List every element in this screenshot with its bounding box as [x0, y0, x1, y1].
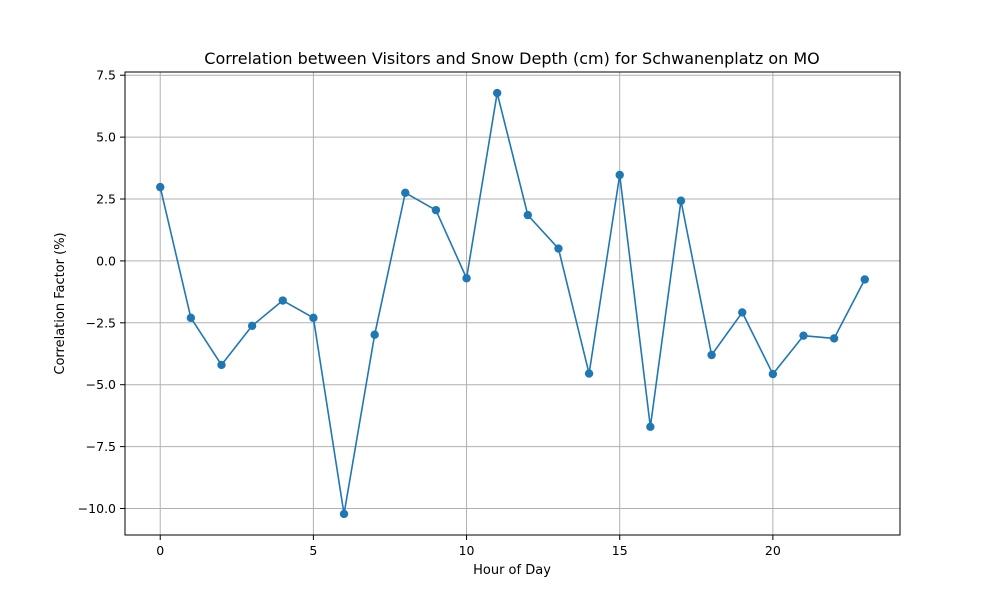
x-axis-label: Hour of Day	[473, 563, 551, 578]
chart-title: Correlation between Visitors and Snow De…	[204, 49, 819, 68]
data-point	[309, 313, 318, 323]
y-axis: −10.0 −7.5 −5.0 −2.5 0.0 2.5 5.0 7.5	[78, 68, 125, 516]
data-point	[401, 188, 410, 198]
x-tick-label: 5	[309, 543, 317, 558]
data-point	[247, 321, 257, 330]
series-line	[159, 92, 866, 515]
x-tick-label: 0	[156, 543, 164, 558]
data-point	[676, 196, 686, 205]
y-tick-label: 0.0	[96, 253, 116, 268]
data-point	[646, 422, 655, 432]
y-tick-label: 7.5	[96, 68, 116, 83]
data-point	[431, 205, 441, 215]
y-tick-label: −2.5	[86, 315, 116, 330]
data-point	[707, 350, 716, 360]
data-point	[738, 308, 747, 317]
data-point	[554, 244, 563, 253]
data-point	[829, 334, 839, 343]
data-point	[768, 369, 778, 379]
data-point	[156, 182, 165, 192]
data-point	[186, 313, 196, 323]
y-tick-label: 5.0	[96, 130, 116, 145]
data-point	[370, 330, 379, 339]
data-point	[584, 369, 594, 378]
data-point	[339, 509, 349, 519]
x-axis: 0 5 10 15 20	[156, 535, 781, 558]
data-point	[278, 296, 287, 305]
y-tick-label: 2.5	[96, 192, 116, 207]
x-tick-label: 20	[765, 543, 781, 558]
plot-frame	[124, 71, 901, 536]
y-tick-label: −10.0	[78, 501, 116, 516]
x-tick-label: 15	[612, 543, 628, 558]
data-point	[615, 170, 624, 180]
data-point	[492, 88, 502, 98]
x-tick-label: 10	[459, 543, 475, 558]
y-axis-label: Correlation Factor (%)	[53, 232, 68, 374]
data-point	[523, 210, 533, 220]
y-tick-label: −5.0	[86, 377, 116, 392]
data-point	[799, 331, 808, 340]
data-point	[462, 274, 471, 283]
series-layer	[156, 88, 869, 519]
data-point	[860, 275, 869, 284]
y-tick-label: −7.5	[86, 439, 116, 454]
data-point	[217, 360, 226, 370]
